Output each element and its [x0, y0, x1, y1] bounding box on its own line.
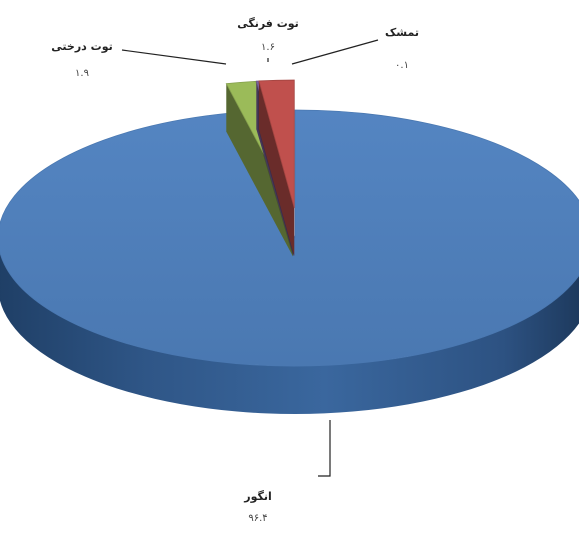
slice-label: توت درختی	[51, 40, 112, 53]
slice-value-label: ۰.۱	[395, 60, 409, 71]
leader-line	[318, 420, 331, 477]
slice-label: توت فرنگی	[237, 17, 299, 30]
leader-line	[121, 49, 227, 65]
pie-slice-top	[258, 79, 295, 209]
labels-layer: انگور ۹۶.۴ توت فرنگی ۱.۶ تمشک ۰.۱ توت درختی ۱.۹	[51, 17, 419, 524]
pie-slice-3	[258, 79, 295, 257]
data-label-1: توت فرنگی ۱.۶	[237, 17, 299, 62]
pie-slice-wall-start	[258, 80, 295, 257]
slices-layer	[0, 79, 579, 414]
data-label-0: انگور ۹۶.۴	[243, 420, 331, 524]
data-label-3: توت درختی ۱.۹	[51, 40, 227, 79]
slice-label: تمشک	[385, 26, 419, 39]
slice-value-label: ۱.۹	[75, 68, 89, 79]
data-label-2: تمشک ۰.۱	[291, 26, 419, 71]
leader-line	[291, 39, 379, 65]
slice-label: انگور	[243, 490, 272, 503]
pie-slice-side	[0, 252, 579, 414]
slice-value-label: ۹۶.۴	[248, 513, 267, 524]
slice-value-label: ۱.۶	[261, 42, 275, 53]
pie-slice-wall-start	[226, 83, 293, 257]
